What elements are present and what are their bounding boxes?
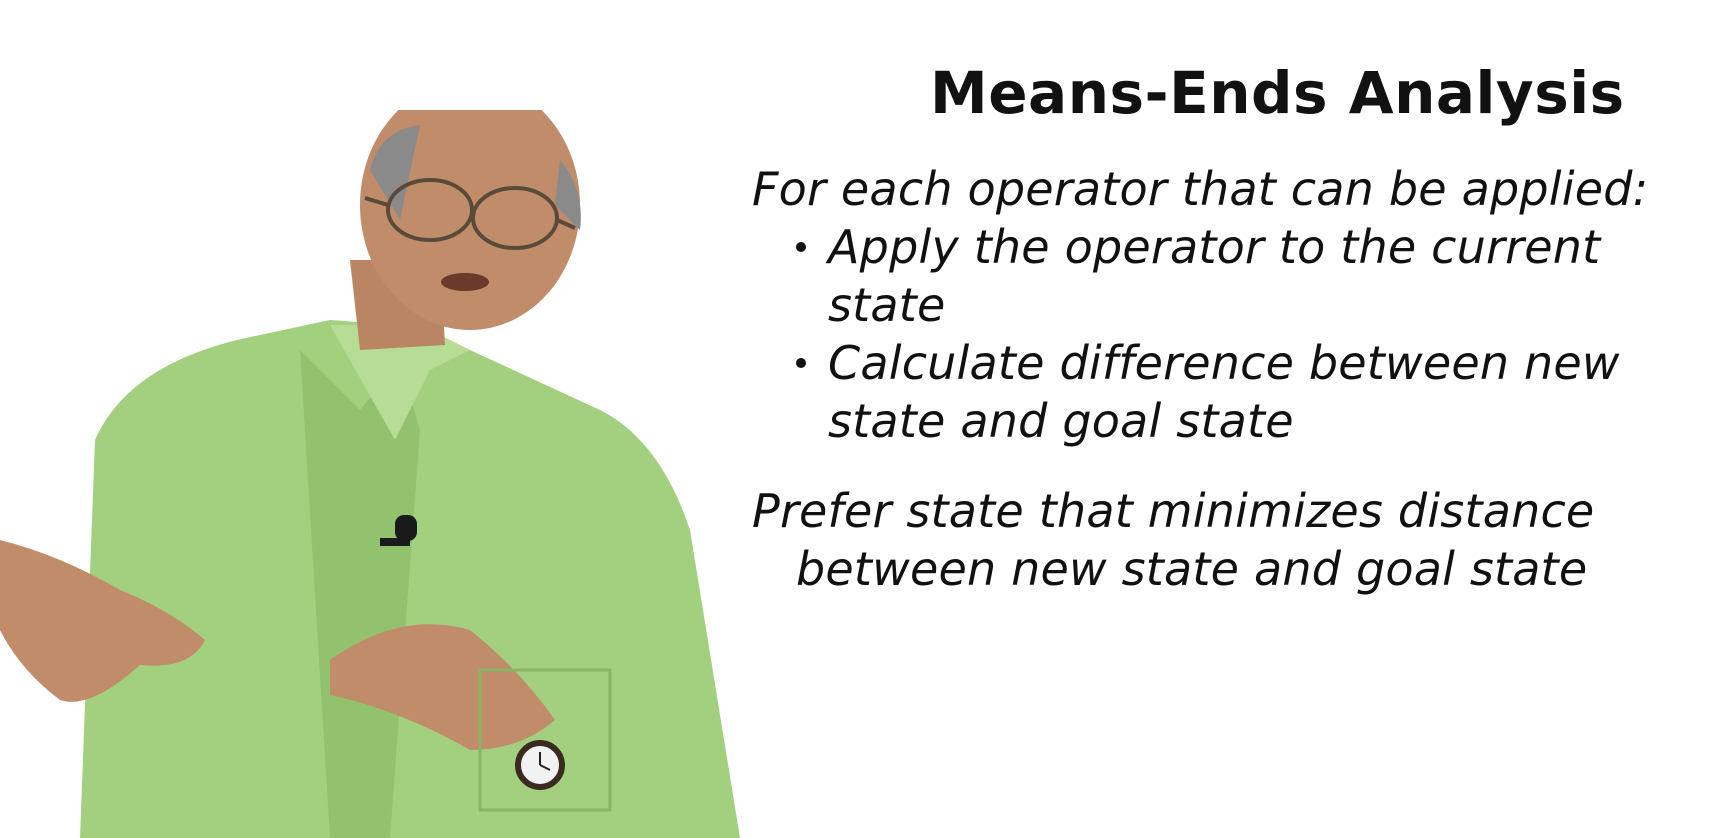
bullet-text: Apply the operator to the current state xyxy=(828,220,1601,332)
bullet-dot-icon xyxy=(796,242,806,252)
preference-text: Prefer state that minimizes distance bet… xyxy=(752,482,1720,598)
collar-shape xyxy=(330,325,470,440)
mouth-shape xyxy=(441,273,489,291)
presenter-illustration xyxy=(0,110,740,838)
preference-line-1: Prefer state that minimizes distance xyxy=(752,484,1595,538)
bullet-item: Calculate difference between new state a… xyxy=(796,334,1720,450)
bullet-item: Apply the operator to the current state xyxy=(796,218,1720,334)
slide-title: Means-Ends Analysis xyxy=(930,59,1625,127)
hair-left xyxy=(370,125,420,220)
slide-body: For each operator that can be applied: A… xyxy=(752,160,1720,598)
watch-icon xyxy=(515,740,565,790)
presenter-image xyxy=(0,110,760,838)
bullet-text: Calculate difference between new state a… xyxy=(828,336,1620,448)
hair-right xyxy=(555,160,581,230)
shirt-placket xyxy=(300,350,420,838)
preference-line-2: between new state and goal state xyxy=(796,542,1588,596)
shirt-pocket xyxy=(478,668,612,812)
slide-lead-text: For each operator that can be applied: xyxy=(752,162,1649,216)
left-hand-shape xyxy=(0,540,205,702)
microphone-icon xyxy=(380,515,417,546)
glasses-icon xyxy=(364,178,576,250)
bullet-list: Apply the operator to the current state … xyxy=(752,218,1720,450)
shirt-shape xyxy=(80,320,740,838)
bullet-dot-icon xyxy=(796,358,806,368)
right-hand-shape xyxy=(330,624,555,750)
